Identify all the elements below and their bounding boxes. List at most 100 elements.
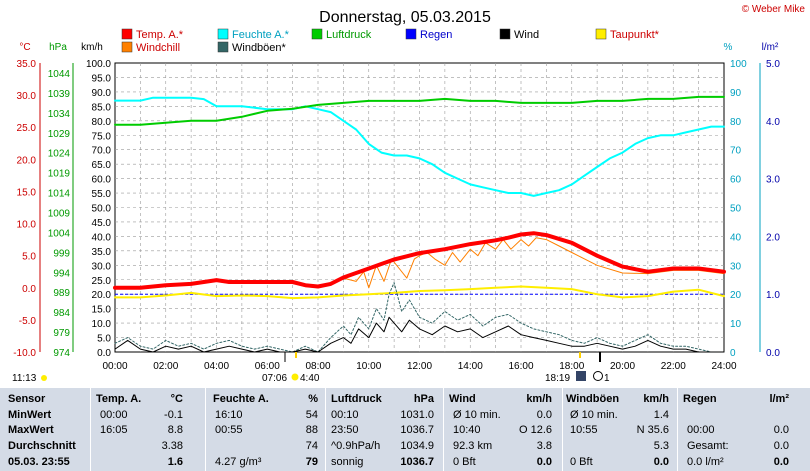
wind-tick-label: 50.0 (92, 204, 112, 215)
x-tick-label: 10:00 (356, 361, 381, 372)
table-cell: 0.0 (773, 456, 789, 468)
table-divider (205, 388, 206, 471)
pressure-tick-label: 1014 (48, 189, 71, 200)
wind-tick-label: 70.0 (92, 146, 112, 157)
pressure-tick-label: 1004 (48, 228, 71, 239)
legend-label: Temp. A.* (136, 29, 184, 41)
wind-tick-label: 75.0 (92, 131, 112, 142)
axis-unit-label: °C (19, 42, 30, 53)
table-cell: 74 (305, 440, 318, 452)
x-tick-label: 24:00 (711, 361, 736, 372)
table-divider (443, 388, 444, 471)
temp-tick-label: 30.0 (17, 91, 37, 102)
wind-tick-label: 15.0 (92, 305, 112, 316)
legend-label: Regen (420, 29, 452, 41)
wind-tick-label: 10.0 (92, 319, 112, 330)
rain-tick-label: 0.0 (766, 348, 780, 359)
legend-swatch (121, 41, 133, 53)
wind-tick-label: 95.0 (92, 73, 112, 84)
x-tick-label: 14:00 (458, 361, 483, 372)
table-header: °C (170, 393, 183, 405)
table-header: Feuchte A. (213, 393, 269, 405)
table-cell: 1.6 (167, 456, 183, 468)
humidity-tick-label: 20 (730, 290, 742, 301)
pressure-tick-label: 984 (53, 308, 70, 319)
humidity-tick-label: 90 (730, 88, 742, 99)
wind-tick-label: 30.0 (92, 261, 112, 272)
table-cell: 0.0 (773, 440, 789, 452)
table-cell: 92.3 km (453, 440, 493, 452)
legend-swatch (217, 41, 229, 53)
chart-title: Donnerstag, 05.03.2015 (319, 9, 491, 26)
pressure-tick-label: 999 (53, 248, 70, 259)
legend-label: Taupunkt* (610, 29, 660, 41)
table-cell: 0.0 (773, 424, 789, 436)
table-cell: 16:05 (100, 424, 128, 436)
table-row-label: Durchschnitt (8, 440, 76, 452)
table-cell: 0.0 l/m² (687, 456, 724, 468)
table-cell: N 35.6 (636, 424, 669, 436)
x-tick-label: 16:00 (508, 361, 533, 372)
pressure-tick-label: 974 (53, 348, 70, 359)
statistics-table: Sensor Temp. A. °C Feuchte A.% Luftdruck hPa W… (0, 388, 810, 471)
chart-background (0, 0, 810, 388)
table-header: Sensor (8, 393, 46, 405)
legend-swatch (121, 28, 133, 40)
sun-extra-time: 4:40 (300, 373, 320, 384)
table-cell: 10:40 (453, 424, 481, 436)
table-cell: 0 Bft (570, 456, 593, 468)
table-header: Regen (683, 393, 717, 405)
table-cell: 16:10 (215, 409, 243, 421)
table-header: Windböen (566, 393, 620, 405)
wind-tick-label: 0.0 (97, 348, 111, 359)
rain-tick-label: 4.0 (766, 117, 780, 128)
table-row-label: MinWert (8, 409, 52, 421)
legend-swatch (595, 28, 607, 40)
table-cell: 10:55 (570, 424, 598, 436)
pressure-tick-label: 994 (53, 268, 70, 279)
table-cell: 0 Bft (453, 456, 476, 468)
temp-tick-label: 10.0 (17, 220, 37, 231)
table-header: % (308, 393, 318, 405)
table-cell: 3.8 (536, 440, 552, 452)
wind-tick-label: 20.0 (92, 290, 112, 301)
axis-unit-label: l/m² (762, 42, 779, 53)
table-cell: 88 (305, 424, 318, 436)
pressure-tick-label: 1009 (48, 208, 71, 219)
table-cell: 00:00 (100, 409, 128, 421)
x-tick-label: 08:00 (305, 361, 330, 372)
humidity-tick-label: 60 (730, 175, 742, 186)
table-divider (562, 388, 563, 471)
table-cell: 1034.9 (400, 440, 434, 452)
temp-tick-label: 25.0 (17, 123, 37, 134)
series-line-feuchte-a (114, 96, 725, 197)
temp-tick-label: -10.0 (13, 348, 36, 359)
table-cell: 1.4 (653, 409, 669, 421)
sunset-time: 18:19 (545, 373, 570, 384)
table-header: l/m² (769, 393, 789, 405)
x-tick-label: 22:00 (661, 361, 686, 372)
table-header: Wind (449, 393, 476, 405)
pressure-tick-label: 1019 (48, 169, 71, 180)
legend-swatch (311, 28, 323, 40)
table-header: km/h (526, 393, 552, 405)
wind-tick-label: 45.0 (92, 218, 112, 229)
x-tick-label: 00:00 (102, 361, 127, 372)
wind-tick-label: 5.0 (97, 334, 111, 345)
table-divider (325, 388, 326, 471)
table-cell: 0.0 (536, 409, 552, 421)
pressure-tick-label: 1029 (48, 129, 71, 140)
table-row-label: 05.03. 23:55 (8, 456, 70, 468)
axis-unit-label: km/h (81, 42, 103, 53)
table-cell: O 12.6 (518, 424, 552, 436)
table-cell: 3.38 (161, 440, 183, 452)
pressure-tick-label: 1024 (48, 149, 71, 160)
chart-axes: 00:00 02:00 04:00 06:00 08:00 10:00 12:00 14:00… (13, 42, 780, 372)
pressure-tick-label: 979 (53, 328, 70, 339)
wind-tick-label: 35.0 (92, 247, 112, 258)
table-header: hPa (413, 393, 434, 405)
legend-label: Luftdruck (326, 29, 372, 41)
table-cell: 79 (305, 456, 318, 468)
table-cell: sonnig (331, 456, 364, 468)
temp-tick-label: 35.0 (17, 59, 37, 70)
